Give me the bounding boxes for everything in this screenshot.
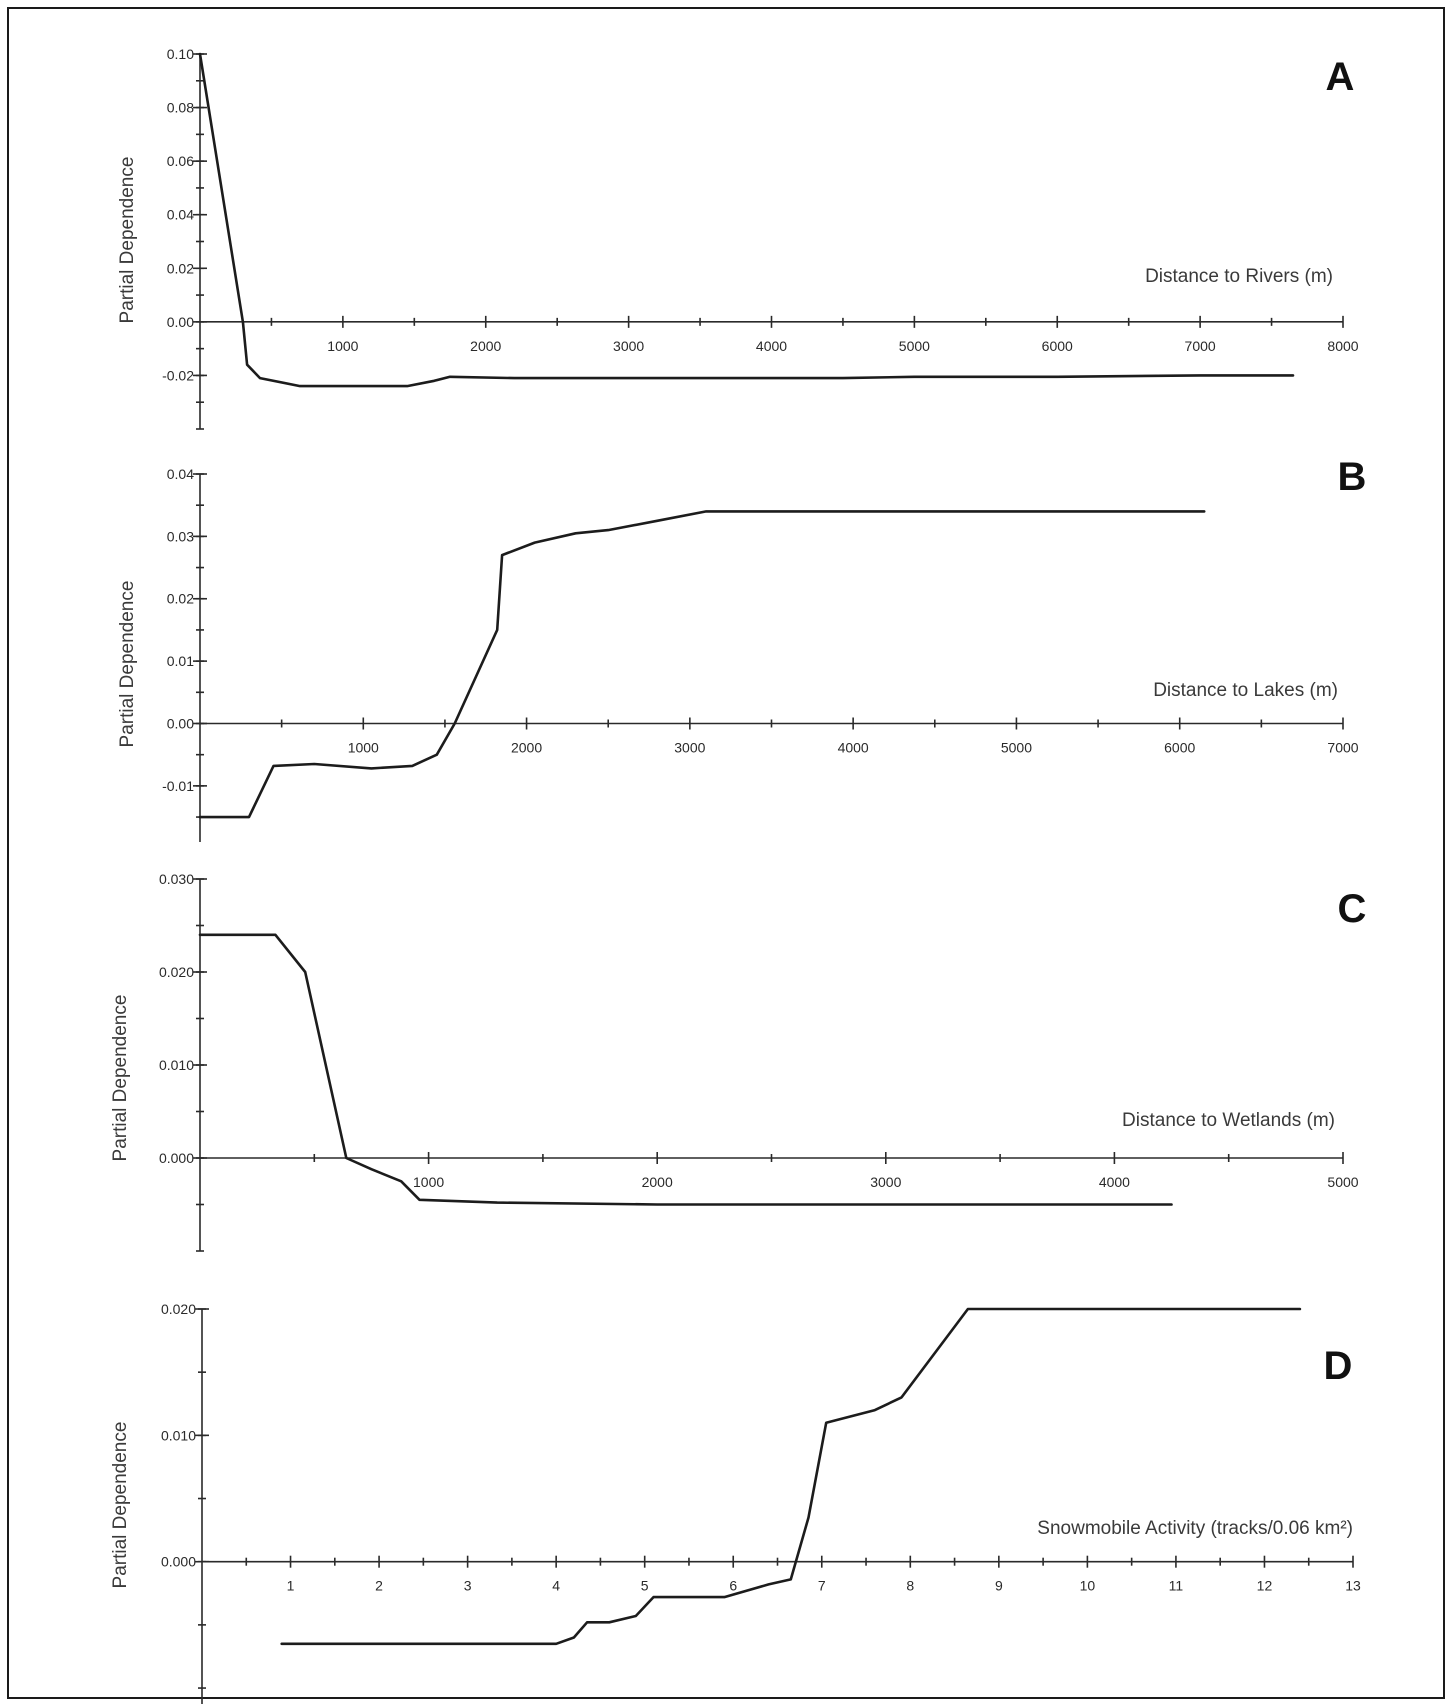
x-tick-label: 2000 — [511, 739, 542, 755]
x-axis-title: Distance to Lakes (m) — [1153, 680, 1338, 701]
x-tick-label: 3000 — [613, 338, 644, 354]
y-tick-label: 0.00 — [167, 314, 194, 330]
y-tick-label: 0.000 — [161, 1554, 196, 1570]
y-tick-label: -0.01 — [162, 778, 194, 794]
x-tick-label: 3000 — [674, 739, 705, 755]
figure-frame — [7, 7, 1445, 1699]
panel-letter: B — [1338, 455, 1367, 499]
y-tick-label: 0.06 — [167, 153, 194, 169]
x-tick-label: 8 — [906, 1578, 914, 1594]
x-tick-label: 7000 — [1185, 338, 1216, 354]
y-tick-label: 0.08 — [167, 100, 194, 116]
x-tick-label: 4000 — [756, 338, 787, 354]
panel-b: 0.04 0.03 0.02 0.01 0.00 -0.01 1000 2000 3000 400… — [117, 455, 1366, 842]
x-axis-title: Distance to Rivers (m) — [1145, 266, 1333, 287]
x-tick-label: 6000 — [1042, 338, 1073, 354]
y-tick-label: 0.03 — [167, 528, 194, 544]
x-tick-label: 7000 — [1327, 739, 1358, 755]
x-tick-label: 2000 — [642, 1174, 673, 1190]
x-tick-label: 1000 — [327, 338, 358, 354]
partial-dependence-line — [280, 1307, 1302, 1646]
x-tick-label: 1000 — [413, 1174, 444, 1190]
x-tick-label: 6 — [729, 1578, 737, 1594]
x-tick-label: 5000 — [1001, 739, 1032, 755]
x-tick-label: 12 — [1257, 1578, 1273, 1594]
x-tick-label: 3000 — [870, 1174, 901, 1190]
x-tick-label: 11 — [1169, 1578, 1184, 1594]
x-tick-label: 6000 — [1164, 739, 1195, 755]
y-tick-label: -0.02 — [162, 367, 194, 383]
x-tick-label: 1000 — [348, 739, 379, 755]
panel-letter: C — [1338, 887, 1367, 931]
y-tick-label: 0.02 — [167, 260, 194, 276]
y-tick-label: 0.01 — [167, 653, 194, 669]
y-tick-label: 0.02 — [167, 591, 194, 607]
x-tick-label: 13 — [1345, 1578, 1361, 1594]
partial-dependence-line — [198, 933, 1173, 1206]
y-axis-title: Partial Dependence — [110, 1422, 131, 1589]
partial-dependence-line — [198, 510, 1206, 819]
x-tick-label: 4000 — [838, 739, 869, 755]
y-tick-label: 0.10 — [167, 46, 194, 62]
y-tick-label: 0.04 — [167, 466, 194, 482]
x-tick-label: 10 — [1080, 1578, 1096, 1594]
x-tick-label: 4000 — [1099, 1174, 1130, 1190]
x-tick-label: 5000 — [1327, 1174, 1358, 1190]
panel-letter: A — [1326, 55, 1355, 99]
y-tick-label: 0.00 — [167, 715, 194, 731]
x-tick-label: 1 — [287, 1578, 295, 1594]
x-tick-label: 7 — [818, 1578, 826, 1594]
y-tick-label: 0.010 — [159, 1057, 194, 1073]
panel-a: 0.10 0.08 0.06 0.04 0.02 0.00 -0.02 1000 2000 300… — [117, 46, 1359, 430]
x-tick-label: 2 — [375, 1578, 383, 1594]
y-tick-label: 0.04 — [167, 207, 194, 223]
y-axis-title: Partial Dependence — [117, 157, 138, 324]
x-axis-title: Distance to Wetlands (m) — [1122, 1110, 1335, 1131]
x-tick-label: 5000 — [899, 338, 930, 354]
x-axis-title: Snowmobile Activity (tracks/0.06 km²) — [1037, 1518, 1353, 1539]
x-tick-label: 4 — [552, 1578, 560, 1594]
y-tick-label: 0.020 — [161, 1301, 196, 1317]
panel-letter: D — [1324, 1344, 1353, 1388]
x-tick-label: 5 — [641, 1578, 649, 1594]
y-tick-label: 0.000 — [159, 1150, 194, 1166]
y-axis-title: Partial Dependence — [117, 581, 138, 748]
partial-dependence-line — [198, 52, 1295, 388]
x-tick-label: 2000 — [470, 338, 501, 354]
y-tick-label: 0.030 — [159, 871, 194, 887]
x-tick-label: 8000 — [1327, 338, 1358, 354]
panel-c: 0.030 0.020 0.010 0.000 1000 2000 3000 4000 5000… — [110, 871, 1367, 1252]
y-axis-title: Partial Dependence — [110, 995, 131, 1162]
x-tick-label: 3 — [464, 1578, 472, 1594]
y-tick-label: 0.010 — [161, 1427, 196, 1443]
x-tick-label: 9 — [995, 1578, 1003, 1594]
y-tick-label: 0.020 — [159, 964, 194, 980]
